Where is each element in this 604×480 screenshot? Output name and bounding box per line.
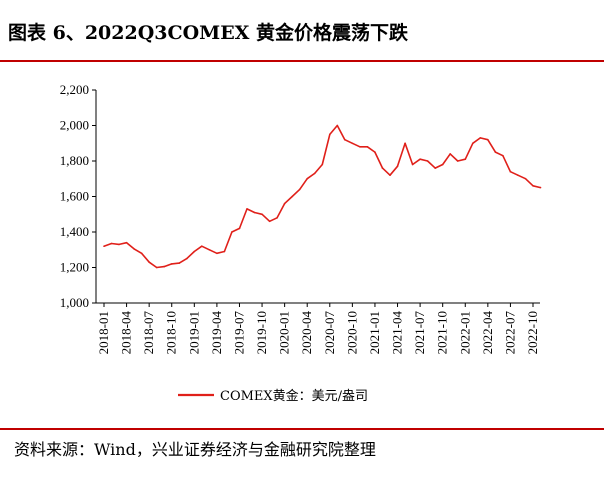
gold-price-chart: 1,000 1,200 1,400 1,600 1,800 2,000 2,200 2018… — [60, 82, 542, 404]
data-point — [216, 252, 218, 255]
data-point — [539, 186, 542, 189]
data-point — [517, 174, 519, 176]
data-point — [313, 172, 316, 175]
data-point — [118, 243, 120, 246]
y-tick-label: 1,400 — [60, 224, 89, 239]
x-tick-label: 2021-07 — [412, 311, 427, 355]
data-point — [487, 138, 489, 141]
data-point — [268, 220, 271, 223]
x-tick-label: 2018-10 — [164, 311, 179, 354]
y-tick-label: 2,000 — [60, 118, 89, 133]
data-point — [449, 153, 452, 155]
data-point — [509, 170, 512, 173]
page-title: 图表 6、2022Q3COMEX 黄金价格震荡下跌 — [8, 22, 409, 44]
data-point — [479, 137, 482, 139]
series-line-comex-gold — [103, 124, 541, 269]
data-point — [434, 167, 437, 169]
x-tick-label: 2022-10 — [525, 311, 540, 354]
x-tick-label: 2020-07 — [322, 311, 337, 355]
data-point — [411, 163, 414, 166]
legend-label: COMEX黄金：美元/盎司 — [220, 388, 368, 404]
data-point — [133, 248, 135, 250]
data-point — [306, 177, 309, 180]
x-tick-label: 2021-01 — [367, 311, 382, 354]
title-divider — [0, 60, 604, 62]
data-point — [329, 133, 331, 136]
data-point — [502, 154, 504, 157]
data-point — [155, 266, 158, 269]
source-divider — [0, 428, 604, 430]
data-point — [524, 177, 527, 180]
x-tick-label: 2020-01 — [277, 311, 292, 354]
data-point — [321, 163, 324, 166]
data-point — [419, 158, 421, 160]
data-point — [238, 227, 241, 230]
x-tick-label: 2022-07 — [502, 311, 517, 355]
data-point — [336, 124, 339, 127]
y-tick-label: 1,200 — [60, 260, 89, 275]
data-point — [110, 242, 113, 245]
data-point — [374, 151, 376, 153]
data-point — [283, 202, 286, 205]
data-point — [178, 262, 181, 264]
x-tick-label: 2020-04 — [299, 311, 314, 355]
data-point — [148, 261, 150, 263]
data-point — [261, 213, 263, 216]
x-tick-label: 2019-04 — [209, 311, 224, 355]
data-point — [532, 185, 534, 187]
x-tick-label: 2019-07 — [231, 311, 246, 355]
y-tick-label: 1,600 — [60, 189, 89, 204]
data-point — [298, 188, 301, 191]
data-point — [351, 142, 354, 145]
x-tick-label: 2019-10 — [254, 311, 269, 354]
data-point — [208, 249, 211, 251]
data-point — [494, 151, 497, 153]
x-tick-label: 2021-10 — [435, 311, 450, 354]
data-point — [201, 245, 203, 247]
data-point — [140, 252, 143, 255]
y-tick-label: 2,200 — [60, 82, 89, 97]
x-tick-label: 2020-10 — [344, 311, 359, 354]
data-point — [396, 165, 399, 168]
data-point — [381, 167, 384, 169]
y-axis: 1,000 1,200 1,400 1,600 1,800 2,000 2,200 — [60, 82, 97, 310]
data-point — [246, 208, 248, 210]
data-point — [389, 174, 391, 176]
x-tick-label: 2018-01 — [96, 311, 111, 354]
data-point — [472, 142, 474, 145]
x-tick-label: 2022-04 — [480, 311, 495, 355]
data-point — [193, 250, 196, 253]
data-point — [253, 211, 256, 214]
data-point — [426, 160, 429, 162]
source-note: 资料来源：Wind，兴业证券经济与金融研究院整理 — [14, 440, 376, 459]
data-point — [231, 231, 233, 233]
legend: COMEX黄金：美元/盎司 — [178, 388, 368, 404]
data-point — [223, 250, 226, 253]
x-tick-label: 2018-07 — [141, 311, 156, 355]
data-point — [291, 195, 294, 198]
data-point — [404, 142, 406, 145]
x-tick-label: 2019-01 — [186, 311, 201, 354]
x-tick-label: 2018-04 — [119, 311, 134, 355]
y-tick-label: 1,000 — [60, 295, 89, 310]
data-point — [170, 263, 173, 265]
x-tick-label: 2021-04 — [390, 311, 405, 355]
data-point — [103, 245, 105, 247]
data-point — [344, 138, 346, 141]
data-point — [441, 163, 444, 166]
data-point — [163, 265, 165, 268]
data-point — [276, 217, 278, 219]
data-point — [464, 158, 467, 160]
data-point — [456, 160, 459, 162]
data-point — [186, 257, 188, 260]
x-tick-label: 2022-01 — [457, 311, 472, 354]
data-point — [125, 241, 128, 244]
data-point — [359, 146, 361, 148]
data-point — [366, 146, 369, 148]
series-layer — [103, 124, 542, 269]
x-axis: 2018-01 2018-04 2018-07 2018-10 2019-01 2019-… — [96, 302, 540, 355]
y-tick-label: 1,800 — [60, 153, 89, 168]
